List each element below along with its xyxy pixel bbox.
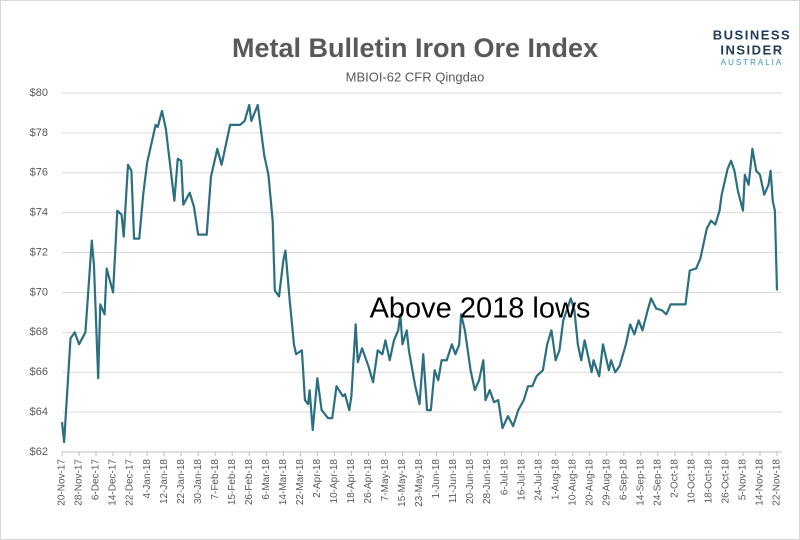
- price-line: [60, 103, 779, 444]
- x-tick-label: 2-Oct-18: [669, 459, 680, 498]
- chart-title: Metal Bulletin Iron Ore Index: [232, 33, 598, 63]
- chart-subtitle: MBIOI-62 CFR Qingdao: [346, 69, 485, 84]
- x-tick-label: 4-Jan-18: [142, 459, 153, 499]
- x-tick-label: 15-May-18: [397, 459, 408, 507]
- y-tick-label: $66: [30, 366, 48, 378]
- x-tick-label: 7-Feb-18: [210, 459, 221, 500]
- x-tick-label: 6-Sep-18: [618, 459, 629, 501]
- x-tick-label: 12-Jan-18: [159, 459, 170, 504]
- x-tick-label: 14-Nov-18: [755, 459, 766, 506]
- x-tick-label: 15-Feb-18: [227, 459, 238, 506]
- logo-line: INSIDER: [720, 42, 783, 57]
- y-tick-label: $68: [30, 326, 48, 338]
- x-tick-label: 14-Sep-18: [635, 459, 646, 506]
- x-tick-label: 11-Jun-18: [448, 459, 459, 504]
- x-tick-label: 5-Nov-18: [738, 459, 749, 501]
- x-tick-label: 20-Nov-17: [57, 459, 68, 506]
- x-tick-label: 18-Oct-18: [704, 459, 715, 504]
- x-tick-label: 14-Dec-17: [108, 459, 119, 506]
- x-tick-label: 1-Aug-18: [550, 459, 561, 501]
- x-tick-label: 6-Jul-18: [499, 459, 510, 496]
- annotation: Above 2018 lows: [370, 293, 591, 325]
- x-tick-label: 14-Mar-18: [278, 459, 289, 506]
- x-tick-label: 29-Aug-18: [601, 459, 612, 506]
- x-tick-label: 10-Apr-18: [329, 459, 340, 504]
- x-tick-label: 20-Aug-18: [584, 459, 595, 506]
- y-tick-label: $64: [30, 406, 48, 418]
- logo-line: BUSINESS: [713, 27, 791, 42]
- x-tick-label: 22-Dec-17: [125, 459, 136, 506]
- x-tick-label: 26-Oct-18: [721, 459, 732, 504]
- x-tick-label: 22-Mar-18: [295, 459, 306, 506]
- x-tick-label: 18-Apr-18: [346, 459, 357, 504]
- x-tick-label: 10-Aug-18: [567, 459, 578, 506]
- y-tick-label: $70: [30, 286, 48, 298]
- x-tick-label: 24-Jul-18: [533, 459, 544, 501]
- x-tick-label: 26-Apr-18: [363, 459, 374, 504]
- logo-line: AUSTRALIA: [721, 58, 783, 67]
- x-tick-label: 22-Nov-18: [772, 459, 783, 506]
- x-tick-label: 24-Sep-18: [652, 459, 663, 506]
- y-tick-label: $76: [30, 167, 48, 179]
- y-tick-label: $80: [30, 87, 48, 99]
- plot: [60, 103, 779, 444]
- x-tick-label: 20-Jun-18: [465, 459, 476, 504]
- x-tick-label: 6-Mar-18: [261, 459, 272, 500]
- x-tick-label: 16-Jul-18: [516, 459, 527, 501]
- y-tick-label: $74: [30, 207, 48, 219]
- x-tick-label: 22-Jan-18: [176, 459, 187, 504]
- x-tick-label: 1-Jun-18: [431, 459, 442, 499]
- x-tick-label: 6-Dec-17: [91, 459, 102, 501]
- x-tick-label: 26-Feb-18: [244, 459, 255, 506]
- x-tick-label: 28-Nov-17: [74, 459, 85, 506]
- y-tick-label: $62: [30, 446, 48, 458]
- y-tick-label: $72: [30, 246, 48, 258]
- x-tick-label: 10-Oct-18: [687, 459, 698, 504]
- x-tick-label: 7-May-18: [380, 459, 391, 502]
- x-tick-label: 23-May-18: [414, 459, 425, 507]
- x-tick-label: 28-Jun-18: [482, 459, 493, 504]
- y-tick-label: $78: [30, 127, 48, 139]
- x-tick-label: 2-Apr-18: [312, 459, 323, 498]
- x-tick-label: 30-Jan-18: [193, 459, 204, 504]
